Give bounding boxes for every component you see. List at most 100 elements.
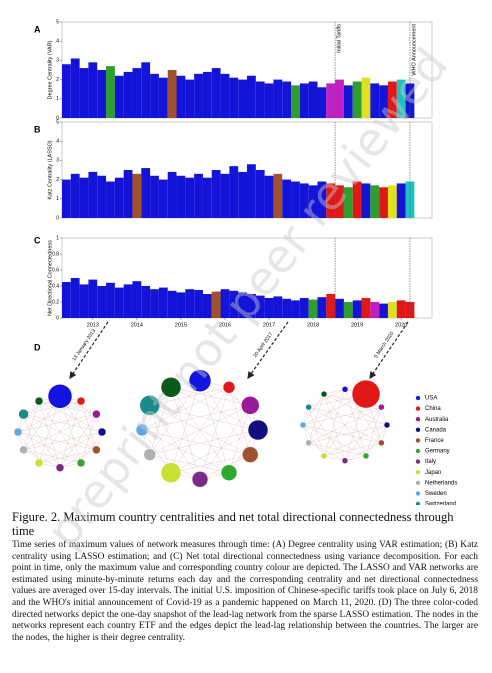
bar [238, 79, 247, 118]
arrow [369, 321, 409, 379]
bar [202, 294, 212, 318]
bar [299, 183, 309, 218]
y-tick-label: 0.8 [52, 251, 59, 257]
bar [150, 289, 159, 318]
bar [343, 302, 353, 318]
bar [387, 81, 397, 118]
bar [62, 282, 71, 318]
edge [141, 429, 251, 455]
edge [17, 400, 40, 433]
bar [229, 77, 239, 118]
bar [343, 187, 353, 218]
legend-swatch [415, 459, 421, 464]
edge [302, 407, 382, 426]
edge [149, 429, 259, 455]
bar [141, 62, 151, 118]
node [341, 386, 349, 393]
edge [17, 431, 97, 450]
legend-swatch [415, 448, 421, 454]
edge [17, 431, 82, 464]
bar [158, 77, 168, 118]
bar [291, 85, 300, 118]
bar [106, 66, 115, 118]
legend-swatch [415, 406, 421, 411]
bar [70, 58, 80, 118]
node [378, 439, 385, 447]
bar [114, 177, 124, 218]
bar [335, 298, 344, 318]
legend-label: Canada [425, 427, 447, 433]
y-axis-label: Degree Centrality (VAR) [47, 40, 53, 99]
legend-swatch [415, 480, 421, 485]
legend-swatch [415, 417, 421, 422]
x-tick-label: 2019 [351, 322, 363, 328]
bar [255, 295, 265, 318]
node [97, 427, 107, 437]
bar [132, 173, 142, 218]
bar [255, 170, 265, 218]
bar [97, 70, 107, 118]
bar [62, 64, 71, 118]
y-axis-label: Net Directional Connectedness [47, 240, 53, 316]
node [383, 421, 391, 429]
legend-label: Germany [425, 449, 450, 455]
legend-label: Japan [425, 470, 441, 476]
edge [38, 400, 103, 433]
node [139, 395, 161, 416]
edge [308, 407, 325, 456]
legend-label: France [425, 438, 444, 444]
node [47, 384, 73, 409]
node [76, 396, 86, 406]
legend-swatch [415, 395, 421, 401]
edge [308, 394, 325, 443]
x-tick-label: 2017 [263, 322, 275, 328]
event-label: WHO Announcement [411, 24, 417, 76]
edge [141, 429, 230, 473]
bar [211, 170, 221, 218]
bar [114, 75, 124, 118]
bar [167, 70, 177, 118]
legend-label: Italy [425, 459, 436, 465]
edge [38, 401, 61, 468]
bar [317, 181, 327, 218]
edge [23, 401, 40, 450]
bar [106, 181, 115, 218]
legend-swatch [415, 501, 421, 505]
bar [97, 175, 107, 218]
bar [352, 81, 362, 118]
node [220, 464, 238, 481]
node [341, 457, 349, 464]
bar [141, 168, 151, 218]
y-tick-label: 1 [56, 96, 59, 102]
node [320, 390, 328, 398]
node [160, 377, 182, 398]
edge [17, 431, 40, 464]
node [240, 396, 260, 415]
x-tick-label: 2015 [175, 322, 187, 328]
bar [132, 281, 142, 318]
edge [23, 414, 61, 468]
bar [97, 286, 107, 318]
bar [167, 171, 177, 218]
edge [170, 387, 259, 431]
y-tick-label: 2 [56, 77, 59, 83]
edge [23, 414, 40, 463]
edge [199, 380, 230, 473]
bar [379, 187, 388, 218]
bar [185, 79, 195, 118]
bar [396, 79, 406, 118]
bar [158, 287, 168, 318]
bar [264, 83, 274, 118]
bar [150, 175, 159, 218]
bar [229, 290, 239, 318]
bar [247, 164, 256, 218]
edge [323, 455, 346, 461]
x-tick-label: 2013 [87, 322, 99, 328]
bar [123, 284, 133, 318]
bar [70, 173, 80, 218]
edge [323, 393, 367, 457]
edge [302, 424, 325, 457]
bar [361, 183, 371, 218]
bar [238, 292, 247, 318]
